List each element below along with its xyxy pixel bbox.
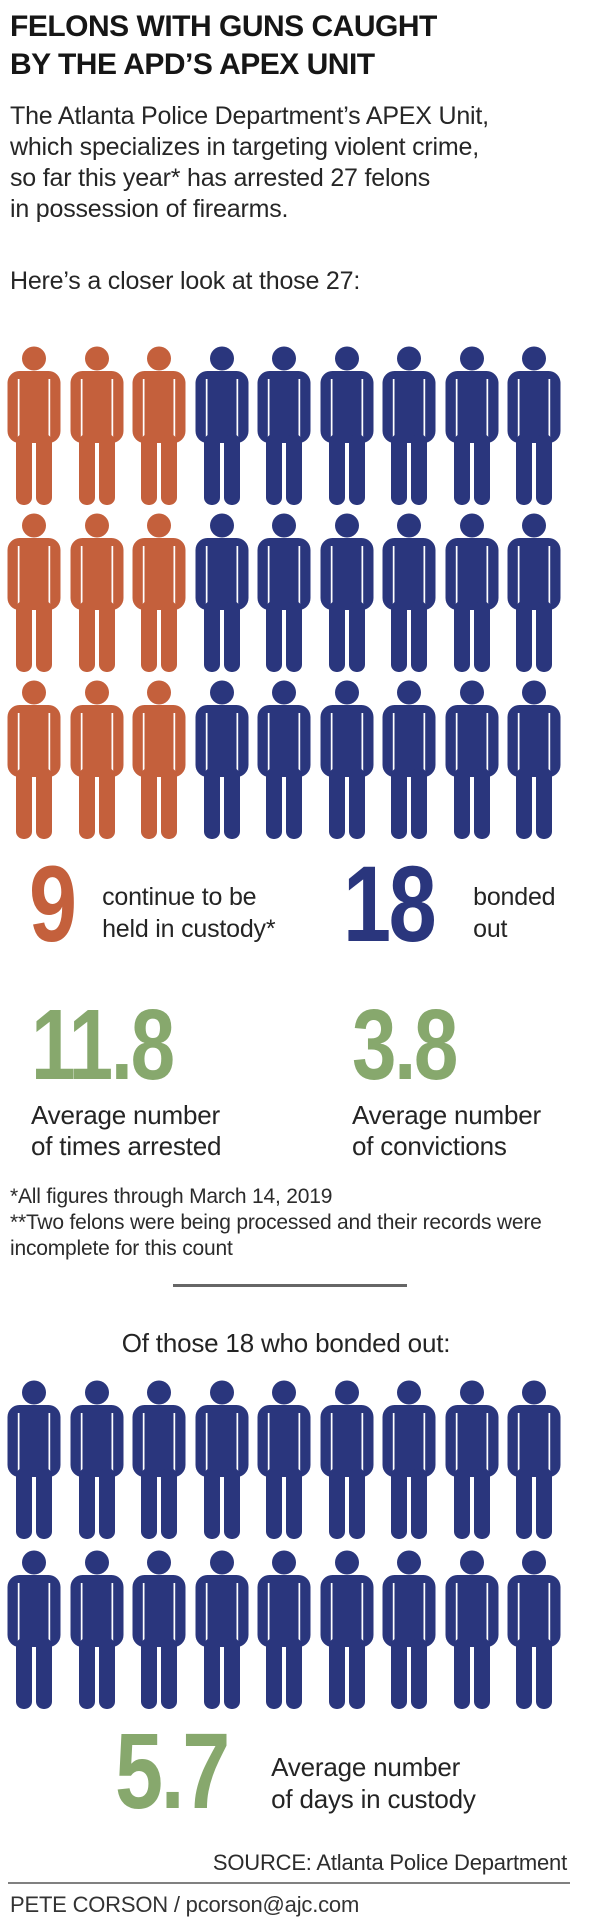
person-icon [132, 513, 186, 672]
person-icon [320, 346, 373, 505]
person-icon [257, 1550, 311, 1709]
stat-convictions-value: 3.8 [352, 989, 458, 1101]
person-icon [257, 680, 311, 839]
person-icon [70, 680, 123, 839]
person-icon [7, 680, 61, 839]
person-icon [445, 680, 498, 839]
stat-bonded: 18 bonded out [343, 843, 556, 964]
person-icon [195, 1380, 248, 1539]
person-icon [7, 513, 61, 672]
pictogram-row [6, 513, 562, 672]
person-icon [195, 513, 248, 672]
stat-bonded-label: bonded out [473, 883, 556, 944]
person-icon [7, 1550, 61, 1709]
pictogram-row [6, 680, 562, 839]
person-icon [320, 1550, 373, 1709]
footnotes: *All figures through March 14, 2019 **Tw… [10, 1185, 542, 1260]
person-icon [445, 1380, 498, 1539]
intro-paragraph: The Atlanta Police Department’s APEX Uni… [10, 102, 489, 223]
person-icon [320, 1380, 373, 1539]
bonded-out-heading: Of those 18 who bonded out: [121, 1328, 451, 1358]
person-icon [132, 1380, 186, 1539]
stat-bonded-value: 18 [343, 843, 437, 964]
person-icon [320, 680, 373, 839]
stat-arrests: 11.8 Average number of times arrested [31, 989, 222, 1163]
person-icon [195, 680, 248, 839]
stat-days: 5.7 Average number of days in custody [115, 1710, 476, 1831]
person-icon [382, 346, 436, 505]
stat-days-label: Average number of days in custody [271, 1752, 476, 1815]
person-icon [382, 1550, 436, 1709]
pictogram-row [6, 346, 562, 505]
pictogram-row [6, 1380, 562, 1539]
person-icon [507, 1550, 561, 1709]
stat-days-value: 5.7 [115, 1710, 230, 1831]
person-icon [507, 1380, 561, 1539]
stat-arrests-label: Average number of times arrested [31, 1100, 222, 1161]
pictogram-grid-bonded-18 [6, 1380, 562, 1709]
person-icon [507, 680, 561, 839]
person-icon [132, 680, 186, 839]
person-icon [320, 513, 373, 672]
person-icon [70, 346, 123, 505]
person-icon [445, 346, 498, 505]
source-line: SOURCE: Atlanta Police Department [212, 1850, 567, 1875]
person-icon [132, 1550, 186, 1709]
closer-look-heading: Here’s a closer look at those 27: [10, 267, 361, 295]
stat-convictions-label: Average number of convictions [352, 1100, 541, 1161]
person-icon [257, 1380, 311, 1539]
person-icon [70, 1550, 123, 1709]
person-icon [70, 1380, 123, 1539]
stat-custody-label: continue to be held in custody* [102, 883, 276, 944]
person-icon [257, 513, 311, 672]
person-icon [382, 1380, 436, 1539]
person-icon [70, 513, 123, 672]
stat-arrests-value: 11.8 [31, 989, 175, 1101]
person-icon [445, 1550, 498, 1709]
pictogram-row [6, 1550, 562, 1709]
person-icon [195, 1550, 248, 1709]
person-icon [382, 680, 436, 839]
section-divider [173, 1284, 407, 1287]
pictogram-grid-all-27 [6, 346, 562, 839]
stat-custody: 9 continue to be held in custody* [29, 843, 276, 964]
person-icon [507, 346, 561, 505]
person-icon [195, 346, 248, 505]
person-icon [257, 346, 311, 505]
person-icon [382, 513, 436, 672]
person-icon [7, 346, 61, 505]
person-icon [507, 513, 561, 672]
person-icon [445, 513, 498, 672]
stat-custody-value: 9 [29, 843, 77, 964]
page-title: FELONS WITH GUNS CAUGHT BY THE APD’S APE… [10, 10, 437, 81]
bottom-rule [8, 1882, 570, 1884]
credit-line: PETE CORSON / pcorson@ajc.com [10, 1892, 360, 1917]
person-icon [132, 346, 186, 505]
person-icon [7, 1380, 61, 1539]
stat-convictions: 3.8 Average number of convictions [352, 989, 541, 1163]
